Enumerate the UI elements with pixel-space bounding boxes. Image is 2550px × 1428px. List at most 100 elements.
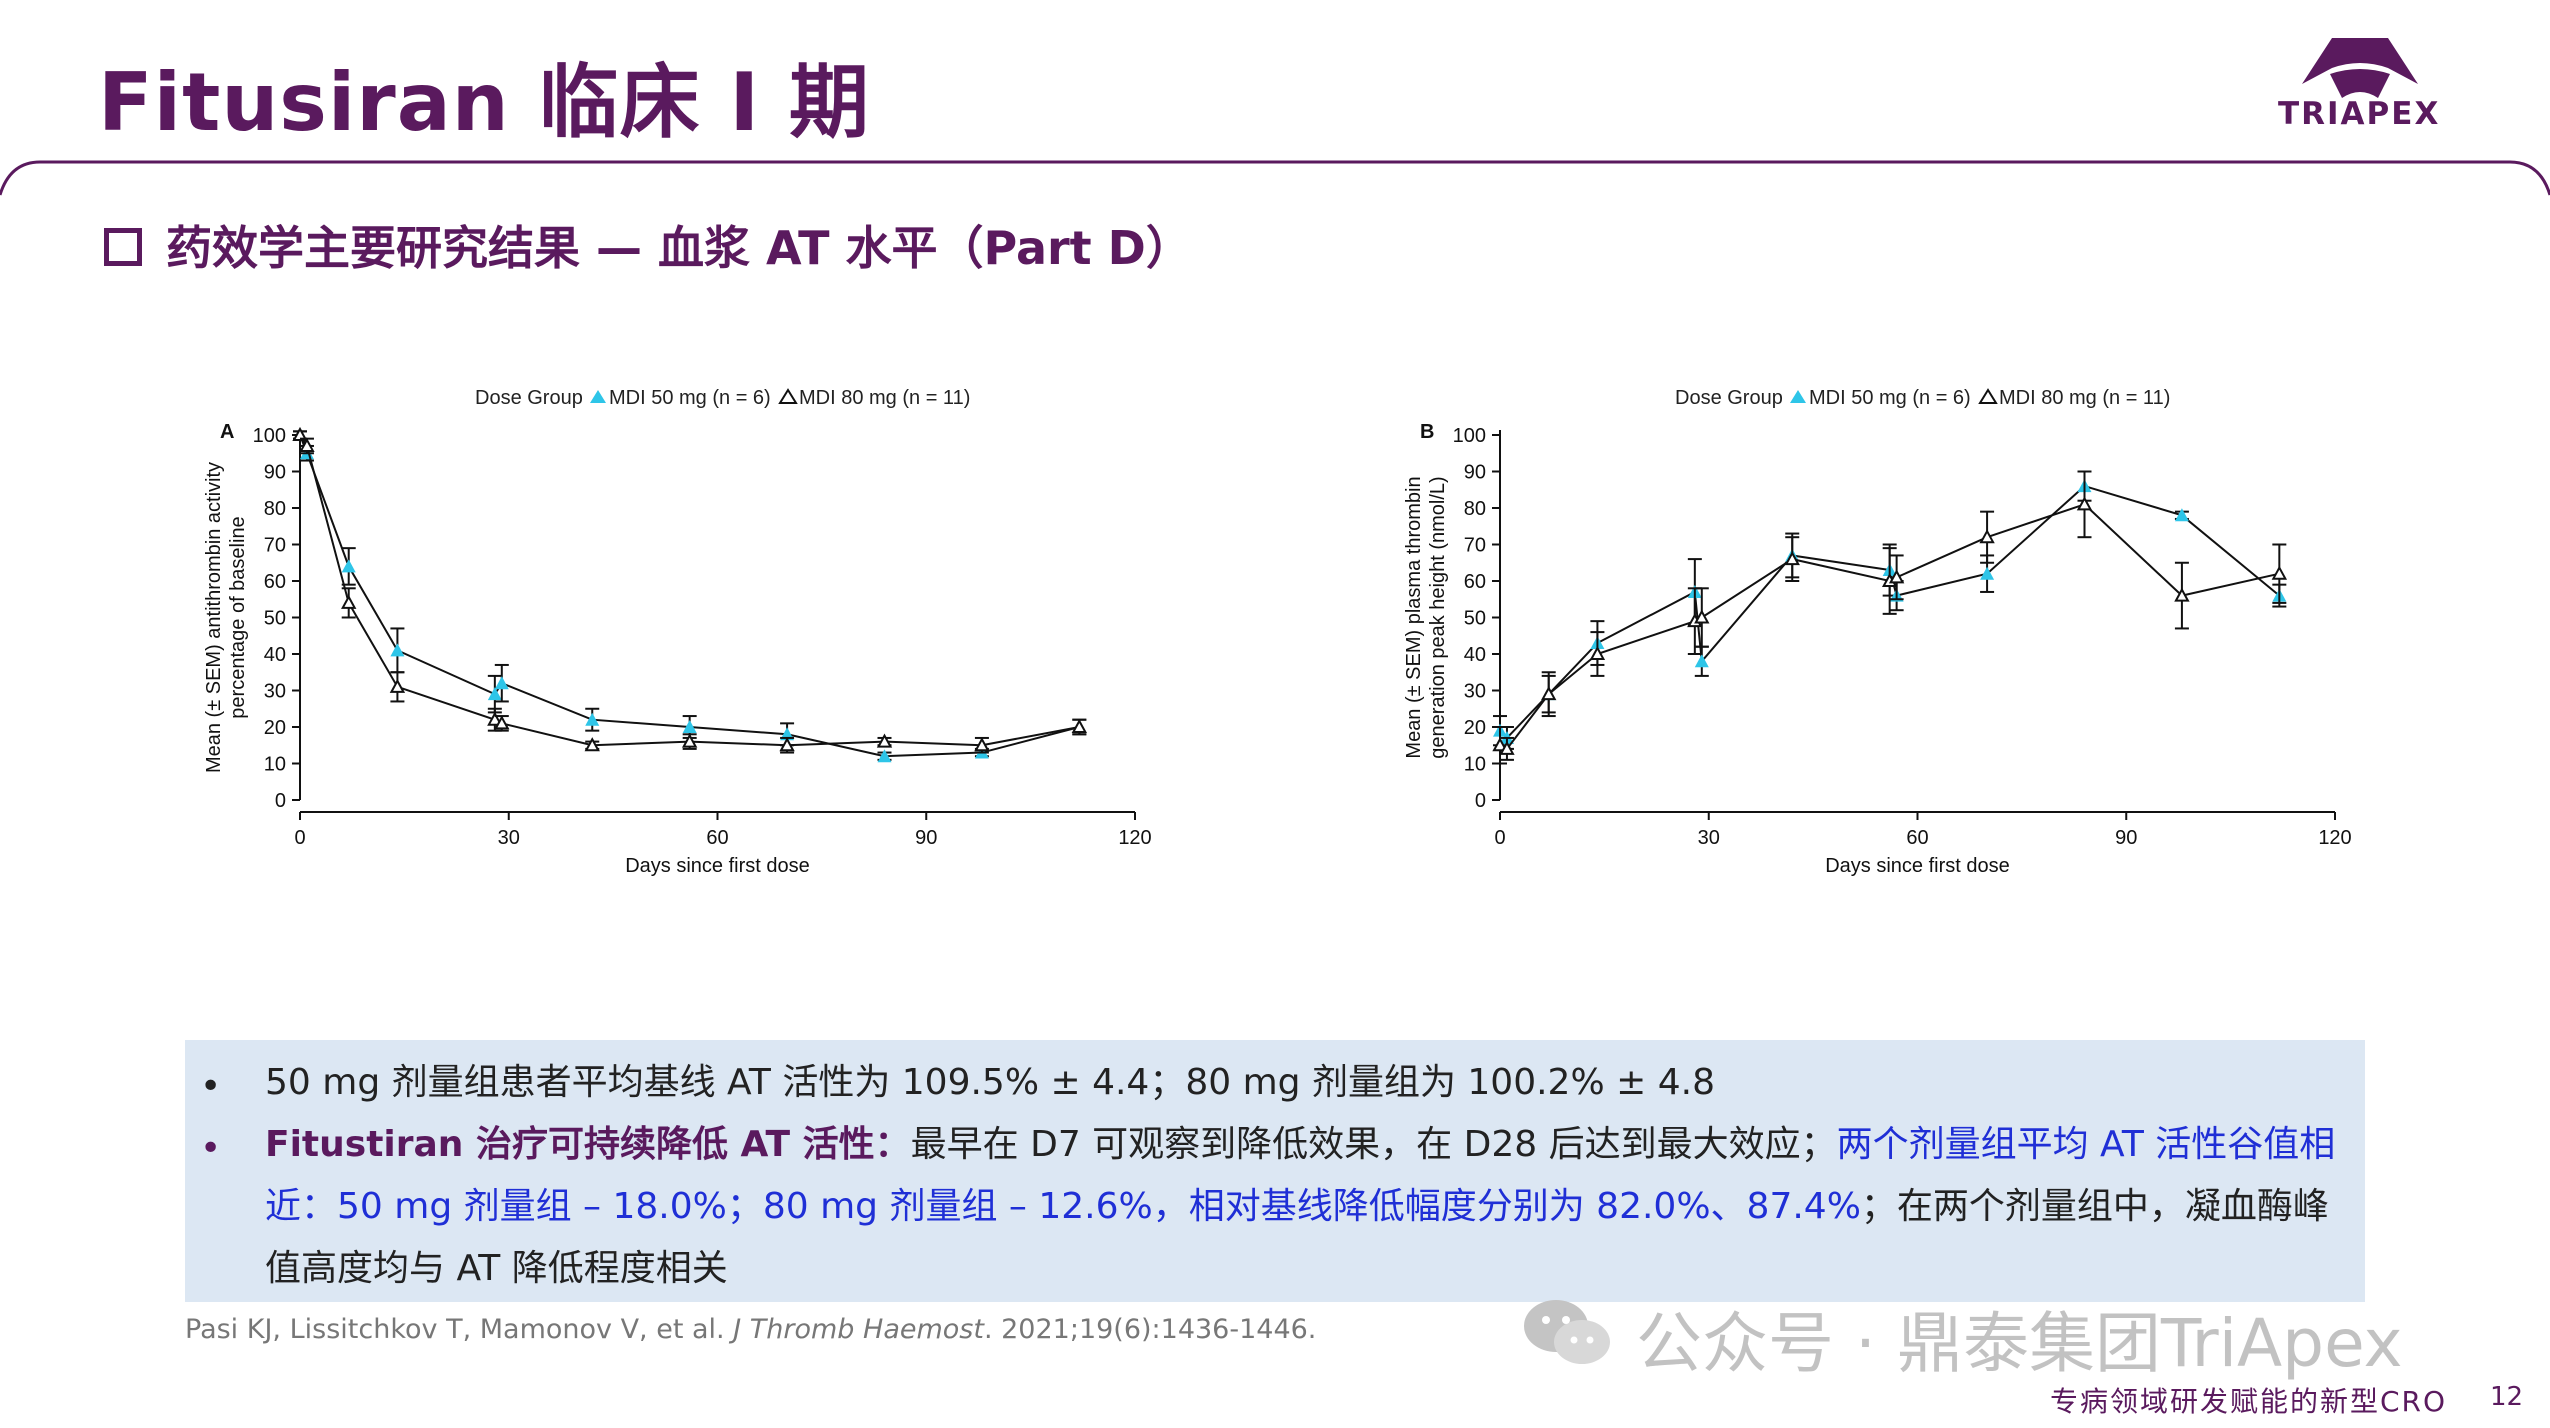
panel-label: B (1420, 421, 1434, 443)
citation-authors: Pasi KJ, Lissitchkov T, Mamonov V, et al… (185, 1314, 725, 1345)
x-tick-label: 60 (706, 827, 728, 849)
y-axis-label-line: Mean (± SEM) antithrombin activity (203, 462, 225, 773)
legend-label-80mg: MDI 80 mg (n = 11) (799, 387, 970, 409)
data-point-80mg (341, 594, 357, 609)
logo-text: TRIAPEX (2278, 96, 2441, 132)
legend-label-50mg: MDI 50 mg (n = 6) (1809, 387, 1971, 409)
triapex-logo-mark (2302, 38, 2418, 98)
x-tick-label: 90 (2115, 827, 2137, 849)
data-point-80mg (2271, 565, 2288, 580)
x-tick-label: 0 (1494, 827, 1505, 849)
data-point-80mg (494, 715, 510, 730)
x-tick-label: 0 (294, 827, 305, 849)
section-title: 药效学主要研究结果 — 血浆 AT 水平（Part D） (104, 212, 1192, 278)
data-point-50mg (877, 749, 892, 763)
series-line-50mg (299, 434, 1080, 758)
panel-label: A (220, 421, 234, 443)
y-tick-label: 10 (1464, 754, 1486, 776)
legend-label-50mg: MDI 50 mg (n = 6) (609, 387, 771, 409)
bullet-marker-2: • (200, 1128, 222, 1169)
bullet-marker-1: • (200, 1066, 222, 1107)
data-point-50mg (682, 720, 697, 733)
watermark: 公众号 · 鼎泰集团TriApex (1636, 1290, 2403, 1386)
x-tick-label: 30 (1698, 827, 1720, 849)
page-number: 12 (2490, 1382, 2524, 1412)
y-tick-label: 50 (1464, 608, 1486, 630)
data-point-80mg (1694, 609, 1710, 624)
legend-label-80mg: MDI 80 mg (n = 11) (1999, 387, 2170, 409)
series-line-80mg (299, 434, 1080, 747)
data-point-50mg (1980, 566, 1995, 580)
y-tick-label: 30 (1464, 681, 1486, 703)
x-tick-label: 60 (1906, 827, 1928, 849)
y-tick-label: 20 (1464, 717, 1486, 739)
legend-title: Dose Group (475, 387, 583, 409)
data-point-80mg (1071, 718, 1088, 733)
summary-blue: 两个剂量组平均 AT 活性谷值相近：50 mg 剂量组 – 18.0%；80 m… (265, 1124, 2336, 1227)
summary-tail: ；在两个剂量组中，凝血酶峰值高度均与 AT 降低程度相关 (265, 1186, 2329, 1289)
legend-marker-80mg (778, 388, 798, 404)
legend-marker-80mg (1978, 388, 1998, 404)
data-point-50mg (390, 643, 405, 657)
data-point-80mg (2174, 587, 2190, 602)
data-point-80mg (389, 678, 406, 693)
data-point-80mg (299, 437, 315, 452)
legend-title: Dose Group (1675, 387, 1783, 409)
x-axis-label: Days since first dose (1825, 855, 2010, 877)
data-point-80mg (1589, 645, 1606, 660)
y-tick-label: 60 (264, 571, 286, 593)
y-tick-label: 0 (275, 790, 286, 812)
y-axis-label-line: Mean (± SEM) plasma thrombin (1403, 476, 1425, 758)
x-axis-label: Days since first dose (625, 855, 810, 877)
citation-journal: J Thromb Haemost (733, 1314, 984, 1345)
y-tick-label: 60 (1464, 571, 1486, 593)
data-point-50mg (341, 559, 356, 573)
data-point-80mg (1979, 529, 1995, 544)
page-title: Fitusiran 临床 I 期 (98, 56, 871, 149)
y-tick-label: 80 (264, 498, 286, 520)
citation: Pasi KJ, Lissitchkov T, Mamonov V, et al… (185, 1314, 1316, 1345)
y-tick-label: 30 (264, 681, 286, 703)
summary-box (185, 1040, 2365, 1302)
data-point-80mg (876, 733, 893, 748)
footer-tagline: 专病领域研发赋能的新型CRO (2050, 1385, 2448, 1418)
data-point-50mg (585, 712, 600, 726)
y-axis-label-line: percentage of baseline (227, 516, 249, 718)
watermark-text: 公众号 · 鼎泰集团TriApex (1636, 1305, 2403, 1382)
y-tick-label: 20 (264, 717, 286, 739)
summary-highlight: Fitustiran 治疗可持续降低 AT 活性： (265, 1124, 911, 1165)
y-tick-label: 100 (1453, 425, 1486, 447)
data-point-80mg (584, 737, 600, 752)
x-tick-label: 30 (498, 827, 520, 849)
data-point-80mg (974, 737, 990, 752)
section-title-text: 药效学主要研究结果 — 血浆 AT 水平（Part D） (166, 221, 1192, 275)
summary-line-1-text: 50 mg 剂量组患者平均基线 AT 活性为 109.5% ± 4.4；80 m… (265, 1062, 1715, 1103)
data-point-80mg (1492, 737, 1508, 752)
data-point-50mg (487, 687, 502, 701)
chart-b-thrombin-generation: Dose Group MDI 50 mg (n = 6) MDI 80 mg (n … (1403, 387, 2352, 877)
x-tick-label: 90 (915, 827, 937, 849)
data-point-80mg (487, 711, 503, 726)
series-line-80mg (1499, 503, 2280, 751)
data-point-80mg (1784, 551, 1800, 566)
y-tick-label: 40 (1464, 644, 1486, 666)
data-point-50mg (2174, 508, 2189, 522)
summary-line-2: Fitustiran 治疗可持续降低 AT 活性：最早在 D7 可观察到降低效果… (265, 1114, 2355, 1300)
data-point-80mg (1541, 686, 1557, 701)
checkbox-square-icon (104, 228, 142, 266)
y-tick-label: 100 (253, 425, 286, 447)
data-point-80mg (292, 426, 308, 441)
header-divider (0, 160, 2550, 196)
legend-marker-50mg (590, 390, 606, 403)
y-tick-label: 50 (264, 608, 286, 630)
wechat-icon (1524, 1300, 1610, 1364)
y-tick-label: 70 (1464, 535, 1486, 557)
chart-a-antithrombin-activity: Dose Group MDI 50 mg (n = 6) MDI 80 mg (n … (203, 387, 1152, 877)
data-point-80mg (2076, 496, 2093, 511)
data-point-80mg (1888, 569, 1905, 584)
legend-marker-50mg (1790, 390, 1806, 403)
data-point-50mg (1694, 654, 1709, 668)
summary-normal: 最早在 D7 可观察到降低效果，在 D28 后达到最大效应； (910, 1124, 1837, 1165)
y-tick-label: 80 (1464, 498, 1486, 520)
data-point-50mg (494, 676, 509, 690)
